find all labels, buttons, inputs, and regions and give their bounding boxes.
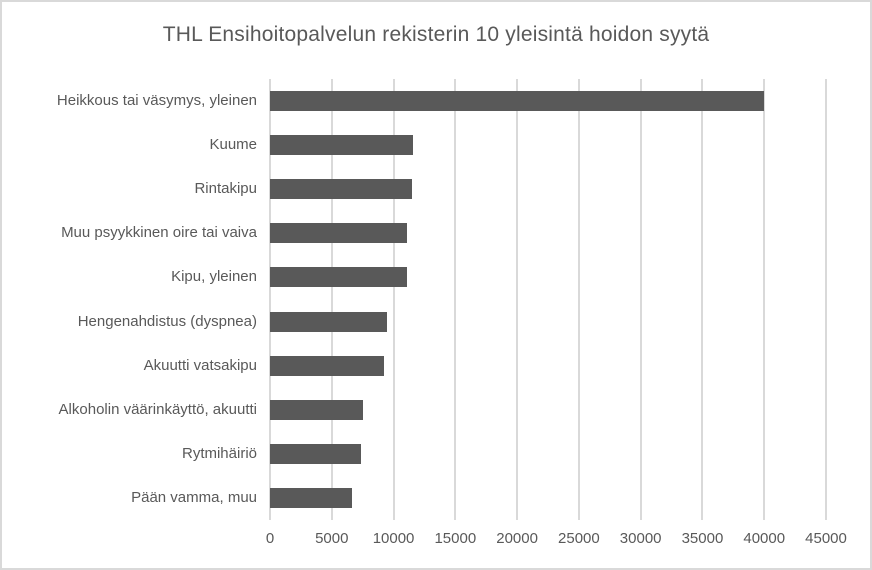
plot-area: 0 5000 10000 15000 20000 25000 30000 35000 40000… xyxy=(266,79,847,547)
gridline-45000 xyxy=(825,79,827,520)
category-label-9: Pään vamma, muu xyxy=(131,488,257,506)
bar-8 xyxy=(270,443,362,464)
category-label-0: Heikkous tai väsymys, yleinen xyxy=(56,92,257,110)
y-axis-category-labels: Heikkous tai väsymys, yleinen Kuume Rintak… xyxy=(2,79,257,520)
chart-title: THL Ensihoitopalvelun rekisterin 10 ylei… xyxy=(162,23,710,46)
x-tick-label-10000: 10000 xyxy=(372,530,415,547)
category-label-3: Muu psyykkinen oire tai vaiva xyxy=(61,224,257,242)
gridline-20000 xyxy=(516,79,519,520)
bar-4 xyxy=(270,267,408,288)
x-tick-label-5000: 5000 xyxy=(315,530,349,547)
gridline-5000 xyxy=(330,79,333,520)
x-tick-label-45000: 45000 xyxy=(805,530,847,547)
bar-2 xyxy=(270,179,413,200)
gridline-30000 xyxy=(639,79,642,520)
category-label-5: Hengenahdistus (dyspnea) xyxy=(77,312,257,330)
bar-7 xyxy=(270,399,363,420)
gridline-15000 xyxy=(454,79,457,520)
category-label-1: Kuume xyxy=(209,136,257,154)
gridline-10000 xyxy=(392,79,395,520)
gridline-25000 xyxy=(577,79,580,520)
bar-9 xyxy=(270,487,352,508)
gridline-40000 xyxy=(763,79,766,520)
category-label-4: Kipu, yleinen xyxy=(171,268,257,286)
x-tick-label-35000: 35000 xyxy=(681,530,724,547)
x-tick-label-15000: 15000 xyxy=(434,530,477,547)
category-label-2: Rintakipu xyxy=(194,180,257,198)
x-tick-label-40000: 40000 xyxy=(743,530,786,547)
gridline-0 xyxy=(269,79,271,520)
x-tick-label-30000: 30000 xyxy=(619,530,662,547)
category-label-8: Rytmihäiriö xyxy=(181,444,257,462)
bar-3 xyxy=(270,223,408,244)
category-label-7: Alkoholin väärinkäyttö, akuutti xyxy=(58,400,257,418)
bar-0 xyxy=(270,91,765,112)
x-tick-label-25000: 25000 xyxy=(558,530,600,547)
bar-6 xyxy=(270,355,384,376)
bar-1 xyxy=(270,135,414,156)
x-tick-label-0: 0 xyxy=(265,530,275,547)
x-tick-label-20000: 20000 xyxy=(496,530,538,547)
bar-5 xyxy=(270,311,388,332)
category-label-6: Akuutti vatsakipu xyxy=(143,356,257,374)
gridline-35000 xyxy=(701,79,704,520)
